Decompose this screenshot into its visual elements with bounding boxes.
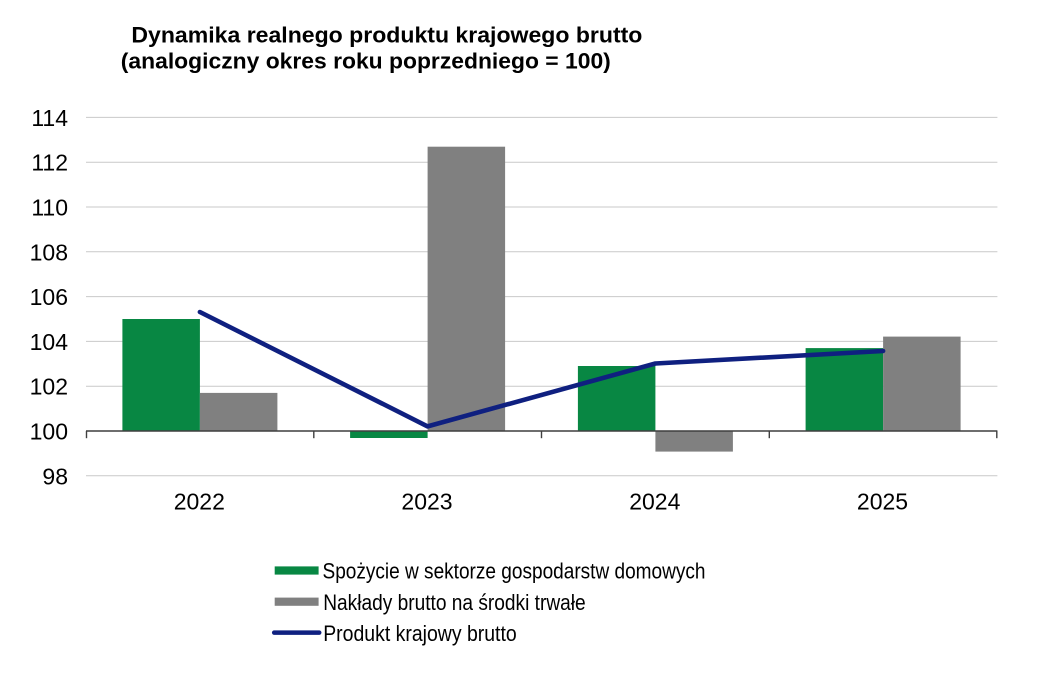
svg-text:Spożycie w sektorze gospodarst: Spożycie w sektorze gospodarstw domowych	[323, 558, 706, 583]
svg-text:Produkt krajowy brutto: Produkt krajowy brutto	[323, 621, 517, 646]
svg-text:2022: 2022	[174, 489, 225, 515]
svg-text:100: 100	[30, 419, 68, 445]
svg-text:(analogiczny okres roku poprze: (analogiczny okres roku poprzedniego = 1…	[121, 49, 611, 74]
svg-text:2024: 2024	[629, 489, 680, 515]
svg-text:2025: 2025	[857, 489, 908, 515]
svg-text:114: 114	[31, 105, 68, 131]
svg-text:Dynamika realnego produktu kra: Dynamika realnego produktu krajowego bru…	[131, 23, 642, 48]
svg-text:112: 112	[31, 150, 68, 176]
svg-text:102: 102	[30, 374, 68, 400]
svg-text:2023: 2023	[401, 489, 452, 515]
svg-text:Nakłady brutto na środki trwał: Nakłady brutto na środki trwałe	[323, 590, 586, 615]
svg-text:98: 98	[42, 463, 68, 489]
svg-text:106: 106	[30, 284, 68, 310]
svg-text:104: 104	[30, 329, 69, 355]
svg-text:110: 110	[31, 195, 68, 221]
svg-text:108: 108	[30, 239, 68, 265]
